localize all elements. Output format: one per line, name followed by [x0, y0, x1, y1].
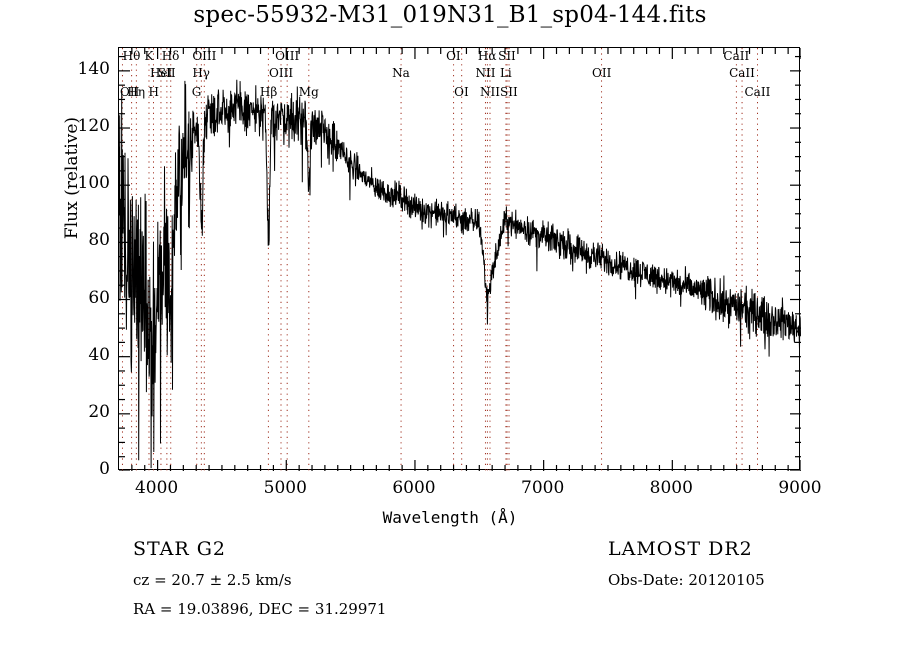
x-tick-label: 8000	[649, 478, 693, 498]
line-id-label: K	[144, 49, 154, 63]
y-tick-label: 40	[88, 344, 110, 365]
line-id-label: OII	[120, 85, 140, 99]
line-id-label: Hθ	[122, 49, 141, 63]
x-tick-label: 5000	[263, 478, 307, 498]
line-id-label: NII	[475, 66, 496, 80]
line-id-label: Na	[392, 66, 410, 80]
line-id-label: SII	[498, 49, 516, 63]
x-tick-label: 7000	[521, 478, 565, 498]
x-tick-label: 9000	[778, 478, 822, 498]
line-id-label: CaII	[723, 49, 750, 63]
line-id-label: CaII	[729, 66, 755, 80]
line-id-label: CaII	[744, 85, 771, 99]
line-id-label: OI	[454, 85, 469, 99]
plot-area: OII Hη Hθ K H HeI Hδ SII G Hγ OIII Hβ OIII OIII Mg Na OI…	[118, 47, 801, 471]
footer-left: STAR G2 cz = 20.7 ± 2.5 km/s RA = 19.038…	[133, 538, 563, 629]
spectrum-trace	[119, 79, 801, 469]
line-id-label: Hη	[127, 85, 146, 99]
x-tick-label: 6000	[392, 478, 436, 498]
object-class-line: STAR G2	[133, 538, 226, 560]
line-id-label: G	[191, 85, 202, 99]
line-id-label: OII	[592, 66, 612, 80]
line-id-label: SII	[157, 66, 176, 80]
axis-tick-marks	[119, 48, 801, 471]
line-id-label: HeI	[149, 66, 173, 80]
y-tick-label: 100	[77, 173, 110, 194]
y-tick-label: 0	[99, 459, 110, 479]
x-axis-title: Wavelength (Å)	[382, 508, 518, 527]
survey-label: LAMOST DR2	[608, 538, 753, 560]
footer-right: LAMOST DR2 Obs-Date: 20120105	[608, 538, 898, 600]
y-tick-label: 80	[88, 230, 110, 251]
y-tick-label: 140	[77, 58, 110, 79]
line-id-label: H	[148, 85, 159, 99]
redshift-velocity-line: cz = 20.7 ± 2.5 km/s	[133, 571, 292, 589]
y-tick-label: 120	[77, 116, 110, 137]
line-id-label: Hβ	[259, 85, 278, 99]
line-id-label: OI	[446, 49, 461, 63]
spectrum-canvas	[119, 48, 801, 471]
line-id-label: Li	[499, 66, 512, 80]
y-tick-label: 20	[88, 401, 110, 422]
line-id-label: NII	[479, 85, 500, 99]
line-id-label: Hδ	[161, 49, 180, 63]
obs-date-line: Obs-Date: 20120105	[608, 571, 765, 589]
line-id-label: OIII	[275, 49, 300, 63]
line-id-label: Hγ	[192, 66, 210, 80]
page-title: spec-55932-M31_019N31_B1_sp04-144.fits	[193, 2, 707, 28]
line-id-label: SII	[500, 85, 518, 99]
coordinates-line: RA = 19.03896, DEC = 31.29971	[133, 600, 387, 618]
x-tick-label: 4000	[134, 478, 179, 498]
line-id-label: OIII	[269, 66, 294, 80]
line-id-label: Hα	[477, 49, 497, 63]
line-id-label: Mg	[298, 85, 319, 99]
line-id-label: OIII	[192, 49, 217, 63]
y-tick-label: 60	[88, 287, 110, 308]
